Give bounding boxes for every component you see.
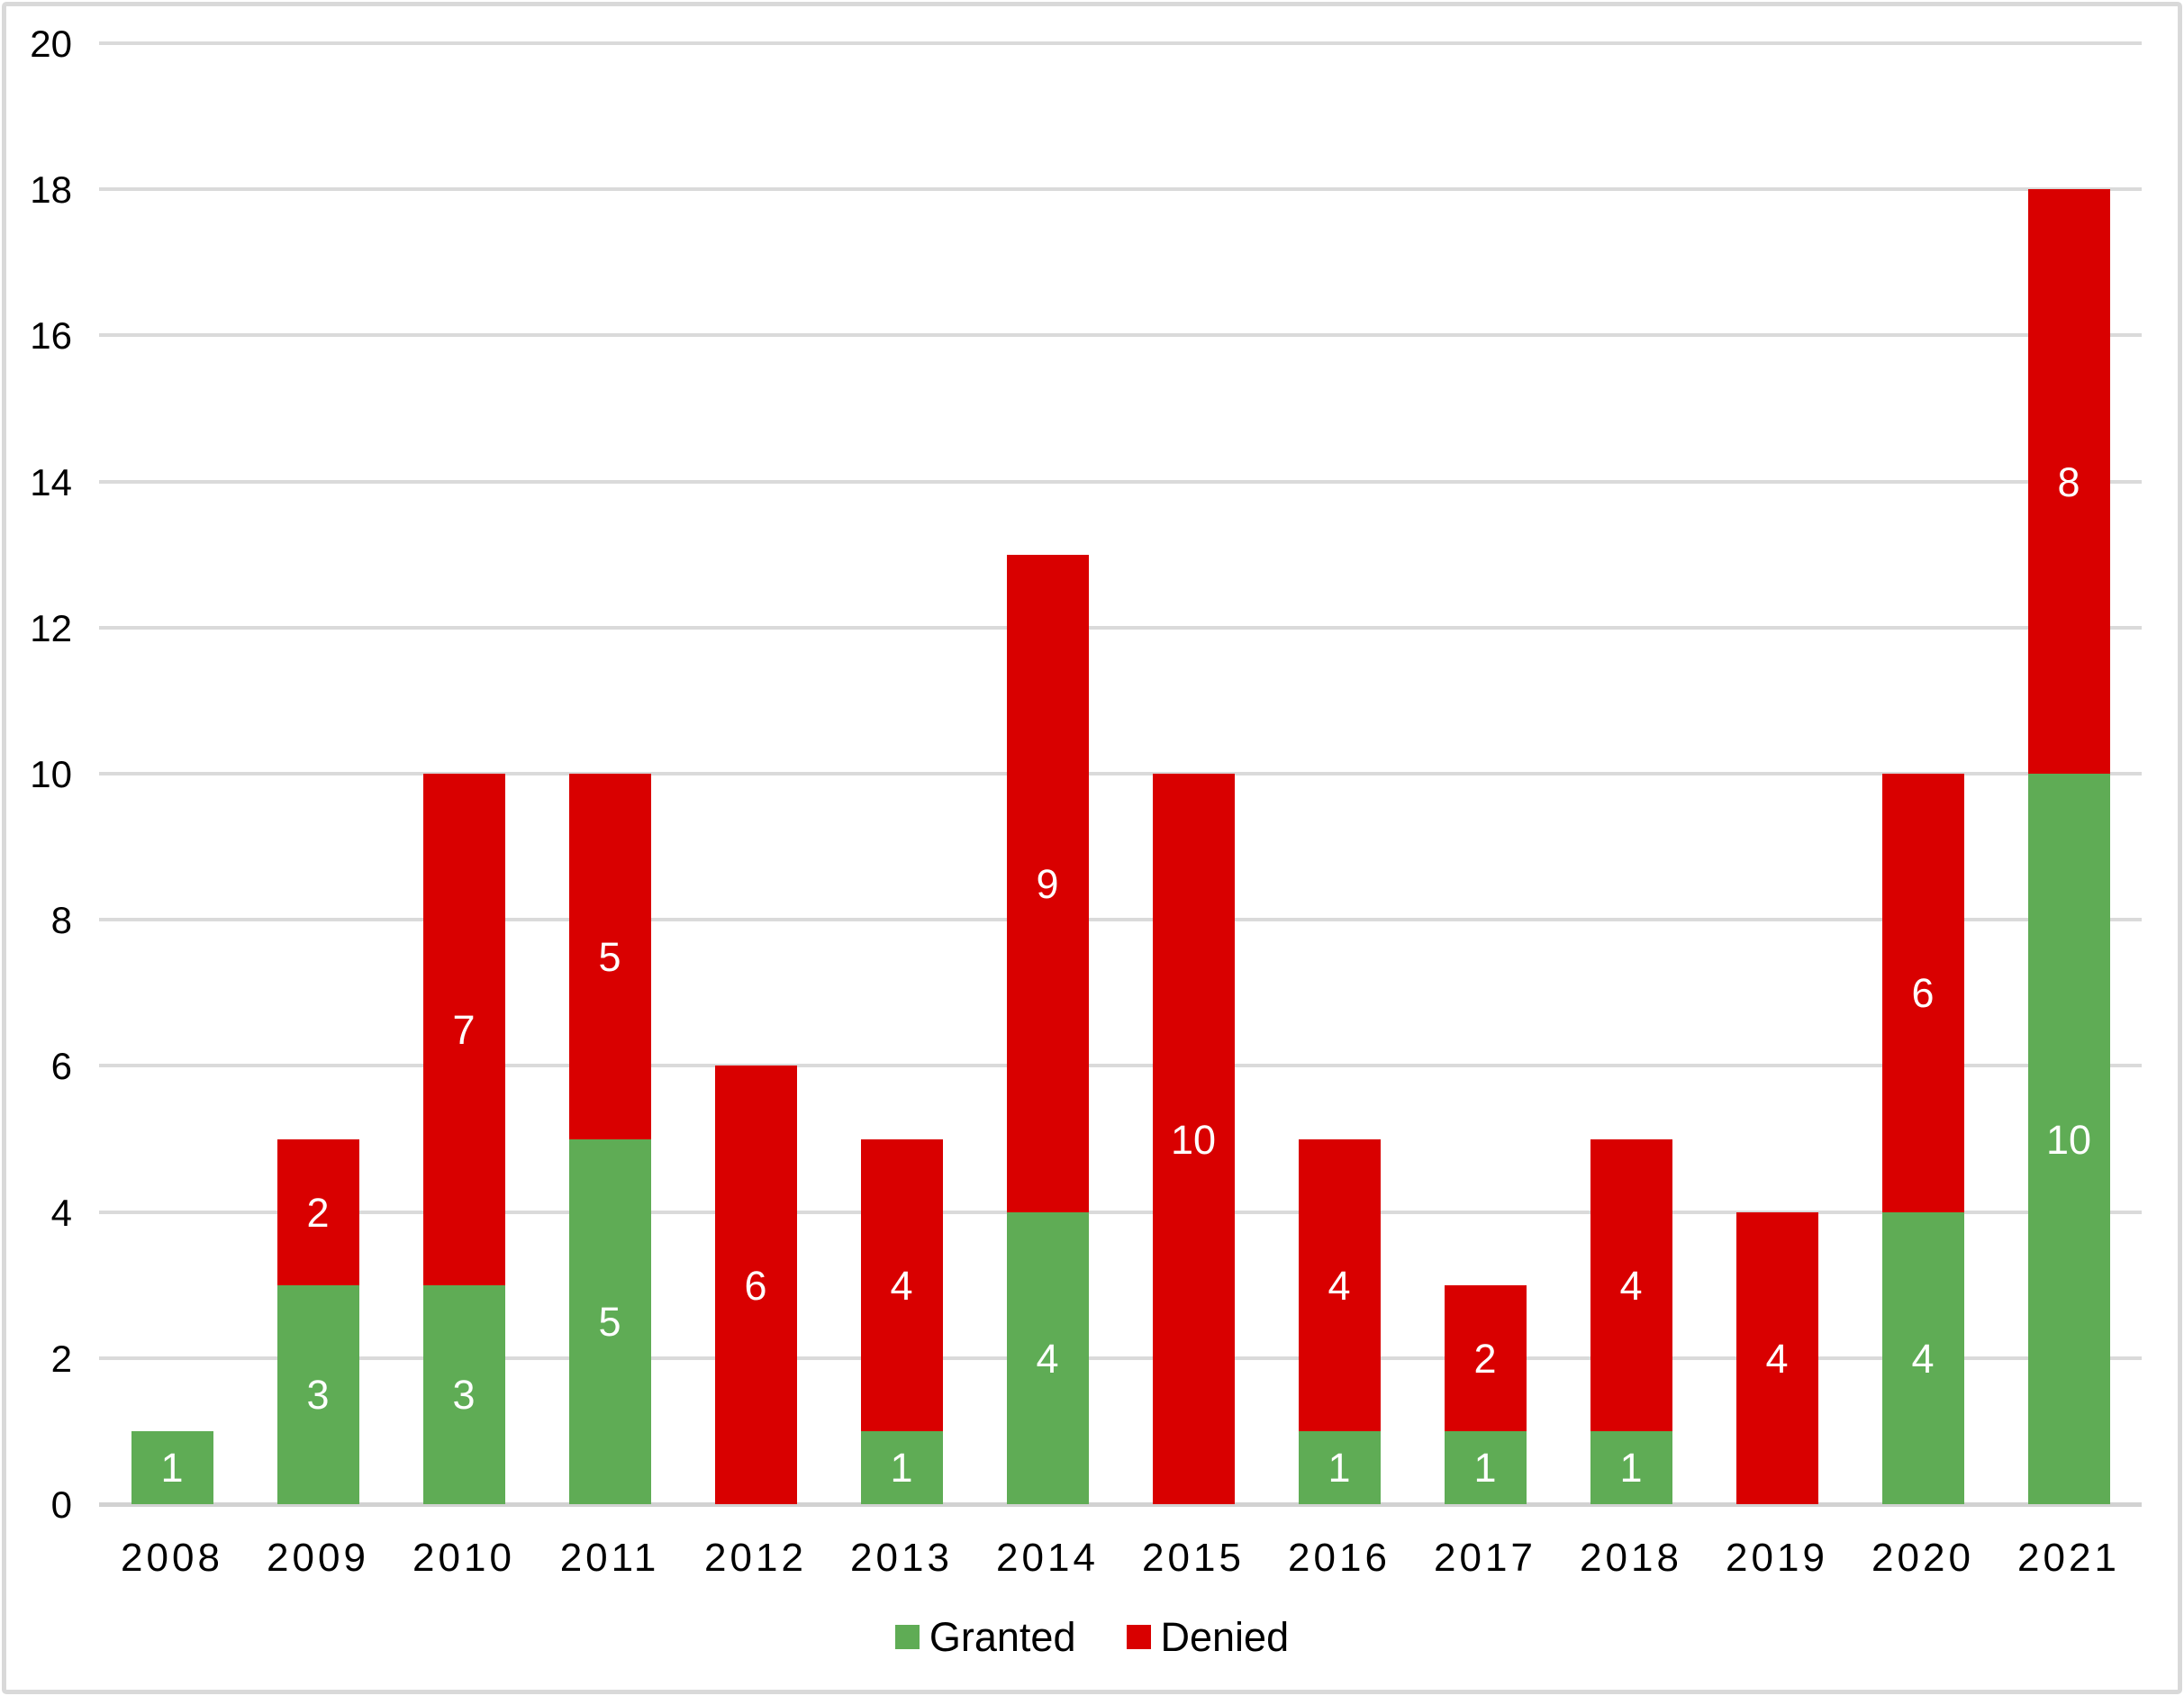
bar-value-label: 1 <box>160 1445 184 1492</box>
x-category-label: 2010 <box>412 1536 515 1580</box>
gridline <box>99 1064 2142 1068</box>
gridline <box>99 1356 2142 1360</box>
bar-segment-granted-2010 <box>422 1284 505 1504</box>
bar-value-label: 4 <box>1328 1262 1351 1309</box>
bar-value-label: 6 <box>744 1262 767 1309</box>
gridline <box>99 187 2142 192</box>
x-category-label: 2018 <box>1580 1536 1682 1580</box>
bar-value-label: 3 <box>452 1372 476 1419</box>
bar-value-label: 10 <box>1170 1116 1217 1163</box>
bar-value-label: 4 <box>1619 1262 1643 1309</box>
legend-item-granted: Granted <box>894 1614 1076 1660</box>
x-category-label: 2014 <box>996 1536 1099 1580</box>
bar-segment-granted-2013 <box>860 1430 943 1504</box>
legend-item-denied: Denied <box>1126 1614 1290 1660</box>
bar-value-label: 5 <box>598 933 621 980</box>
gridline <box>99 41 2142 45</box>
bar-value-label: 7 <box>452 1006 476 1053</box>
bar-segment-denied-2016 <box>1298 1138 1381 1431</box>
bar-segment-granted-2014 <box>1006 1211 1089 1504</box>
x-category-label: 2016 <box>1288 1536 1391 1580</box>
bar-segment-denied-2011 <box>568 774 651 1139</box>
gridline <box>99 772 2142 775</box>
x-category-label: 2017 <box>1434 1536 1536 1580</box>
bar-value-label: 1 <box>890 1445 913 1492</box>
bar-segment-granted-2011 <box>568 1138 651 1504</box>
bar-segment-granted-2021 <box>2027 774 2110 1504</box>
bar-segment-denied-2021 <box>2027 189 2110 774</box>
legend-label-granted: Granted <box>929 1614 1076 1660</box>
y-tick-label: 12 <box>30 606 72 649</box>
legend-swatch-denied-icon <box>1126 1625 1151 1649</box>
bar-value-label: 10 <box>2045 1116 2092 1163</box>
bar-value-label: 3 <box>306 1372 330 1419</box>
x-category-label: 2021 <box>2017 1536 2120 1580</box>
gridline <box>99 1210 2142 1214</box>
bar-segment-granted-2009 <box>276 1284 359 1504</box>
y-tick-label: 16 <box>30 314 72 358</box>
bar-segment-denied-2018 <box>1590 1138 1672 1431</box>
gridline <box>99 918 2142 922</box>
bar-segment-denied-2013 <box>860 1138 943 1431</box>
bar-segment-granted-2020 <box>1881 1211 1964 1504</box>
bar-segment-denied-2020 <box>1881 774 1964 1212</box>
bar-segment-denied-2014 <box>1006 554 1089 1212</box>
bar-segment-denied-2015 <box>1152 774 1235 1504</box>
bar-value-label: 5 <box>598 1299 621 1346</box>
bar-value-label: 1 <box>1328 1445 1351 1492</box>
y-tick-label: 6 <box>50 1045 72 1088</box>
bar-segment-denied-2010 <box>422 774 505 1285</box>
gridline <box>99 333 2142 338</box>
bar-segment-denied-2012 <box>714 1066 797 1504</box>
bar-value-label: 9 <box>1036 860 1059 907</box>
y-tick-label: 20 <box>30 23 72 65</box>
bar-value-label: 8 <box>2057 458 2080 505</box>
bar-value-label: 4 <box>1765 1335 1789 1382</box>
x-category-label: 2015 <box>1142 1536 1245 1580</box>
bar-segment-granted-2016 <box>1298 1430 1381 1504</box>
bar-value-label: 1 <box>1619 1445 1643 1492</box>
x-category-label: 2009 <box>267 1536 369 1580</box>
bar-value-label: 4 <box>890 1262 913 1309</box>
bar-value-label: 6 <box>1911 970 1935 1017</box>
legend-swatch-granted-icon <box>894 1625 920 1649</box>
y-tick-label: 0 <box>50 1483 72 1526</box>
y-tick-label: 8 <box>50 899 72 942</box>
x-category-label: 2013 <box>850 1536 953 1580</box>
gridline <box>99 479 2142 484</box>
x-category-label: 2012 <box>704 1536 807 1580</box>
legend-label-denied: Denied <box>1160 1614 1290 1660</box>
bar-segment-granted-2017 <box>1444 1430 1527 1504</box>
y-tick-label: 18 <box>30 168 72 212</box>
bar-segment-denied-2017 <box>1444 1284 1527 1431</box>
x-axis-line <box>99 1501 2142 1507</box>
y-tick-label: 10 <box>30 753 72 795</box>
y-tick-label: 14 <box>30 460 72 503</box>
x-category-label: 2020 <box>1871 1536 1974 1580</box>
bar-segment-granted-2018 <box>1590 1430 1672 1504</box>
bar-value-label: 2 <box>1473 1335 1497 1382</box>
bar-segment-granted-2008 <box>131 1430 213 1504</box>
bar-value-label: 4 <box>1036 1335 1059 1382</box>
bar-value-label: 2 <box>306 1189 330 1236</box>
y-tick-label: 2 <box>50 1337 72 1380</box>
bar-value-label: 1 <box>1473 1445 1497 1492</box>
bar-segment-denied-2009 <box>276 1138 359 1285</box>
x-category-label: 2011 <box>559 1536 660 1580</box>
x-category-label: 2019 <box>1726 1536 1828 1580</box>
bar-segment-denied-2019 <box>1735 1211 1818 1504</box>
y-tick-label: 4 <box>50 1191 72 1234</box>
legend: Granted Denied <box>0 1617 2184 1657</box>
gridline <box>99 625 2142 630</box>
x-category-label: 2008 <box>121 1536 223 1580</box>
bar-value-label: 4 <box>1911 1335 1935 1382</box>
